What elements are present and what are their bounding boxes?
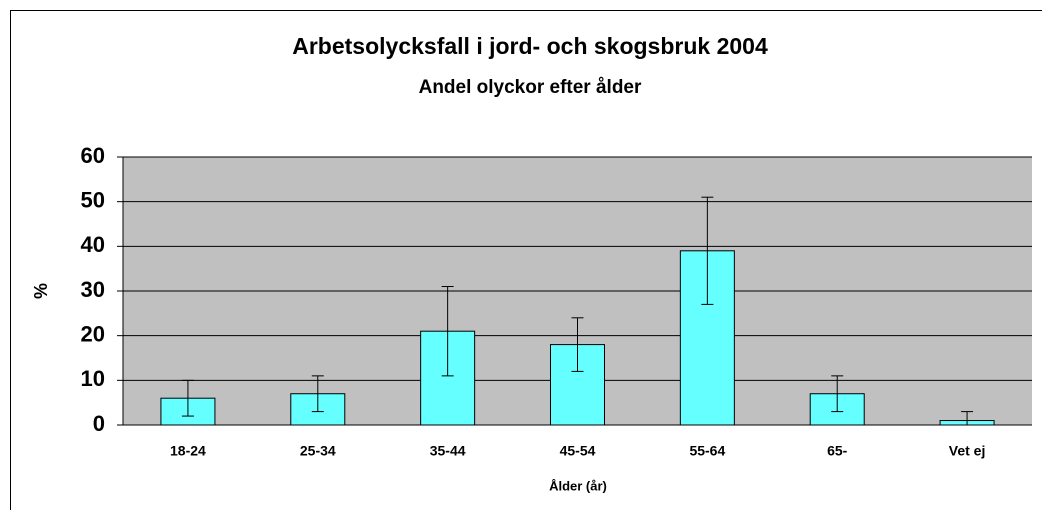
y-tick-label: 30: [81, 277, 105, 302]
bar: [420, 330, 476, 426]
y-tick-label: 40: [81, 232, 105, 257]
x-tick-label: 45-54: [560, 443, 596, 459]
y-tick-label: 50: [81, 187, 105, 212]
error-bar: [311, 375, 324, 413]
error-bar: [701, 196, 714, 305]
x-tick-label: Vet ej: [949, 443, 986, 459]
error-bar: [571, 317, 584, 372]
error-bar: [181, 379, 194, 417]
y-axis-title: %: [31, 283, 51, 299]
chart-title: Arbetsolycksfall i jord- och skogsbruk 2…: [292, 33, 768, 59]
error-bar: [961, 411, 974, 426]
chart-subtitle: Andel olyckor efter ålder: [419, 77, 642, 98]
y-tick-label: 10: [81, 366, 105, 391]
error-bar: [831, 375, 844, 413]
x-tick-label: 18-24: [170, 443, 206, 459]
x-axis-title: Ålder (år): [549, 478, 607, 493]
x-tick-label: 65-: [827, 443, 848, 459]
x-tick-label: 35-44: [430, 443, 466, 459]
y-tick-label: 0: [93, 411, 105, 436]
error-bar: [441, 286, 454, 377]
y-tick-label: 60: [81, 143, 105, 168]
x-tick-label: 55-64: [689, 443, 725, 459]
y-tick-label: 20: [81, 321, 105, 346]
x-tick-label: 25-34: [300, 443, 336, 459]
